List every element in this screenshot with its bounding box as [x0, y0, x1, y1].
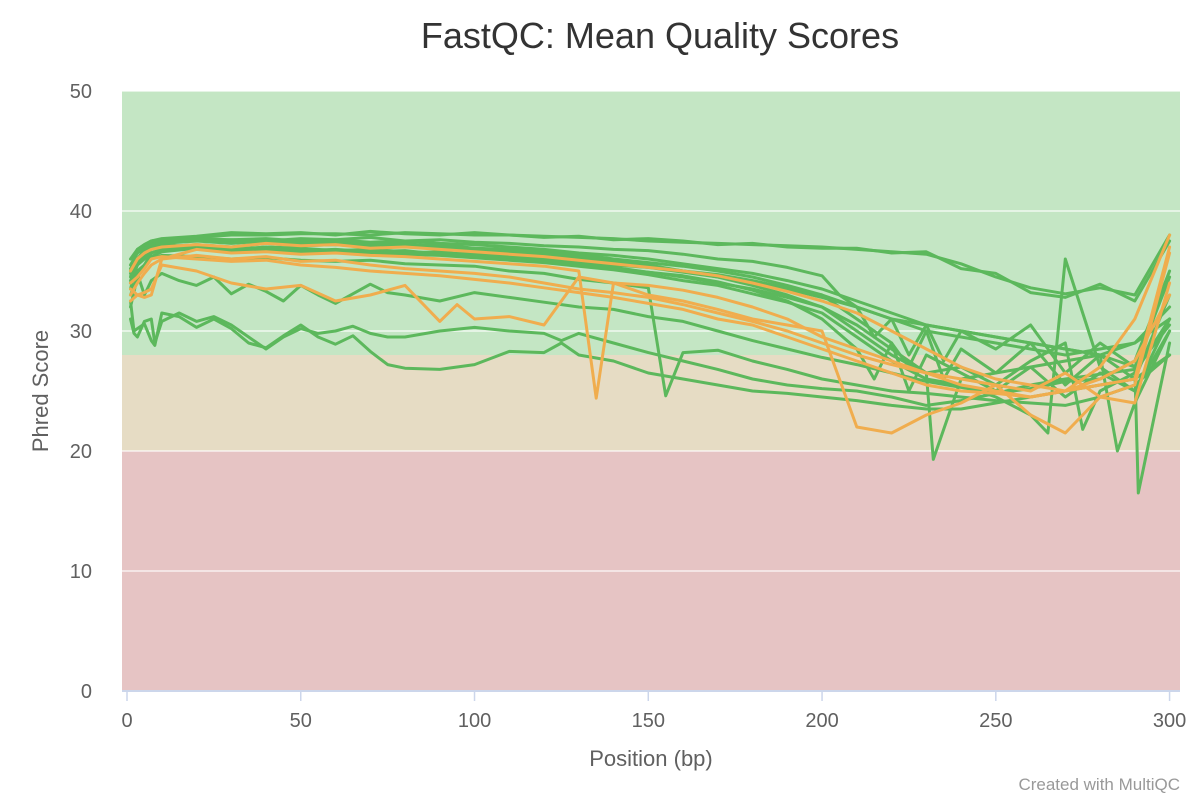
x-tick-label: 200 [805, 710, 838, 732]
chart-title: FastQC: Mean Quality Scores [421, 15, 899, 56]
x-tick-label: 50 [290, 710, 312, 732]
y-tick-label: 30 [70, 321, 92, 343]
y-tick-label: 10 [70, 561, 92, 583]
series-line-19 [129, 251, 1172, 399]
x-tick-label: 0 [121, 710, 132, 732]
series-line-5 [129, 263, 1172, 395]
series-line-15 [129, 233, 1172, 393]
x-tick-labels: 0 50 100 150 200 250 300 [121, 710, 1186, 732]
series-lines [129, 229, 1172, 495]
series-line-17 [129, 263, 1172, 435]
series-line-14 [129, 246, 1172, 435]
x-tick-label: 150 [632, 710, 665, 732]
series-line-7 [129, 299, 1172, 411]
x-axis-label: Position (bp) [589, 746, 713, 771]
axes [122, 690, 1180, 701]
y-tick-labels: 0 10 20 30 40 50 [70, 81, 92, 703]
x-tick-label: 250 [979, 710, 1012, 732]
series-line-6 [129, 269, 1172, 407]
y-tick-label: 20 [70, 441, 92, 463]
y-tick-label: 50 [70, 81, 92, 103]
y-tick-label: 40 [70, 201, 92, 223]
credit-text: Created with MultiQC [1018, 775, 1180, 794]
y-tick-label: 0 [81, 681, 92, 703]
quality-band-2 [122, 91, 1180, 355]
series-line-1 [129, 229, 1172, 303]
series-line-12 [129, 237, 1172, 495]
y-axis-label: Phred Score [28, 330, 53, 452]
series-line-18 [129, 245, 1172, 399]
x-tick-label: 300 [1153, 710, 1186, 732]
series-line-16 [129, 247, 1172, 400]
x-tick-label: 100 [458, 710, 491, 732]
